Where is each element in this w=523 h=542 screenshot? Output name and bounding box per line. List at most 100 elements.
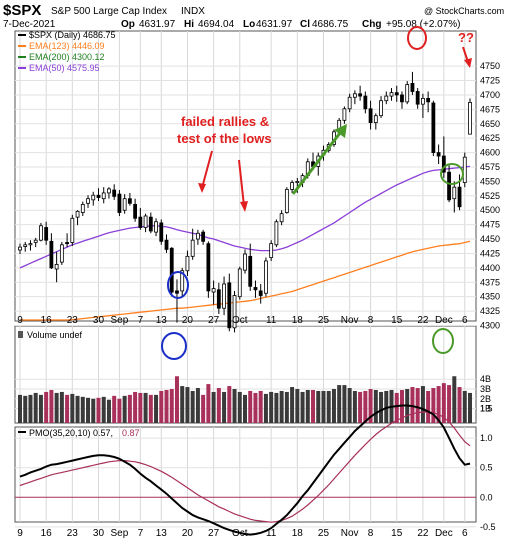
candle-body (169, 247, 174, 293)
pmo-tick-label: 0.5 (480, 463, 493, 473)
pmo-panel (14, 426, 477, 523)
arrow-green-trend (291, 132, 342, 195)
x-tick-label-bottom: 20 (182, 528, 194, 539)
volume-bar (321, 390, 326, 423)
candle-body (201, 231, 206, 242)
candle-body (468, 102, 472, 135)
candle-body (107, 188, 111, 194)
volume-bar (122, 395, 127, 423)
candle-body (436, 152, 441, 157)
volume-bar (227, 386, 232, 423)
candle-body (80, 204, 85, 213)
candle-body (400, 94, 404, 103)
price-tick-label: 4575 (480, 162, 500, 172)
volume-bar (222, 391, 227, 423)
volume-bar (352, 390, 357, 423)
candle-body (342, 108, 347, 121)
volume-bar (243, 394, 247, 423)
x-tick-label-top: 7 (138, 315, 144, 326)
low-value: 4631.97 (256, 19, 293, 30)
volume-bar (106, 399, 111, 423)
volume-bar (316, 390, 321, 423)
price-tick-label: 4350 (480, 292, 500, 302)
candle-body (389, 92, 394, 97)
x-tick-label-bottom: 18 (292, 528, 304, 539)
volume-bar (127, 394, 132, 423)
x-tick-label-top: 20 (182, 315, 194, 326)
candle-body (415, 91, 420, 105)
volume-bar (347, 388, 352, 423)
price-tick-label: 4600 (480, 148, 500, 158)
price-tick-label: 4400 (480, 263, 500, 273)
candle-body (117, 193, 122, 213)
volume-bar (258, 390, 263, 423)
volume-bar (426, 390, 431, 423)
pmo-signal-label: 0.87 (122, 428, 140, 438)
volume-bar (80, 396, 85, 423)
volume-bar (253, 392, 258, 423)
volume-bar (38, 394, 43, 423)
volume-bar (368, 389, 373, 423)
volume-bar (394, 392, 399, 423)
volume-bar (133, 391, 138, 423)
volume-bar (154, 394, 159, 423)
volume-bar (468, 392, 472, 423)
volume-bar (269, 391, 274, 423)
annotation-test-lows: test of the lows (177, 131, 272, 146)
candle-body (447, 171, 451, 201)
x-tick-label-top: 25 (318, 315, 330, 326)
candle-body (237, 268, 242, 298)
volume-bar (410, 387, 415, 423)
volume-bar (44, 391, 49, 423)
x-tick-label-top: 13 (156, 315, 168, 326)
candle-body (452, 186, 457, 200)
volume-bar (96, 397, 101, 423)
open-label: Op (121, 19, 135, 30)
close-value: 4686.75 (312, 19, 349, 30)
circle-volume-september (161, 332, 187, 360)
price-tick-label: 4375 (480, 277, 500, 287)
candle-body (384, 95, 389, 102)
volume-bar (112, 395, 117, 423)
candle-body (133, 204, 138, 219)
grid-lines (15, 31, 476, 528)
volume-bar (337, 385, 342, 423)
candle-body (49, 240, 54, 269)
pmo-tick-label: 1.5 (480, 404, 493, 414)
candle-body (185, 255, 190, 272)
volume-bar (305, 389, 310, 423)
watermark: @ StockCharts.com (424, 6, 504, 16)
x-tick-label-top: Nov (341, 315, 359, 326)
x-tick-label-top: 16 (41, 315, 53, 326)
price-tick-label: 4500 (480, 205, 500, 215)
candle-body (44, 227, 49, 241)
volume-bar (75, 395, 80, 423)
pmo-signal-line (19, 411, 471, 523)
candle-body (33, 239, 38, 243)
volume-bar (232, 389, 237, 423)
arrow-failed-rally-2 (238, 159, 245, 207)
volume-bar (159, 390, 164, 423)
volume-bar (447, 385, 452, 423)
volume-tick-label: 2B (480, 394, 491, 404)
volume-bar (49, 389, 54, 423)
x-tick-label-bottom: 8 (368, 528, 374, 539)
volume-bar (248, 390, 253, 423)
candle-body (70, 217, 75, 243)
candle-body (112, 189, 117, 197)
volume-bar (216, 388, 221, 423)
volume-bar (195, 388, 200, 423)
volume-bar (363, 390, 368, 423)
volume-bar (211, 391, 216, 423)
x-tick-label-bottom: 13 (156, 528, 168, 539)
legend: $SPX (Daily) 4686.75 EMA(123) 4446.09 EM… (18, 30, 116, 73)
candle-body (39, 225, 43, 241)
x-tick-label-bottom: Nov (341, 528, 359, 539)
candle-body (180, 270, 185, 292)
pmo-line (19, 404, 471, 536)
volume-bar (59, 391, 64, 423)
candle-body (258, 290, 263, 296)
annotation-failed-rallies: failed rallies & (181, 114, 269, 129)
volume-bar (70, 393, 75, 423)
x-tick-label-top: 11 (266, 315, 277, 326)
